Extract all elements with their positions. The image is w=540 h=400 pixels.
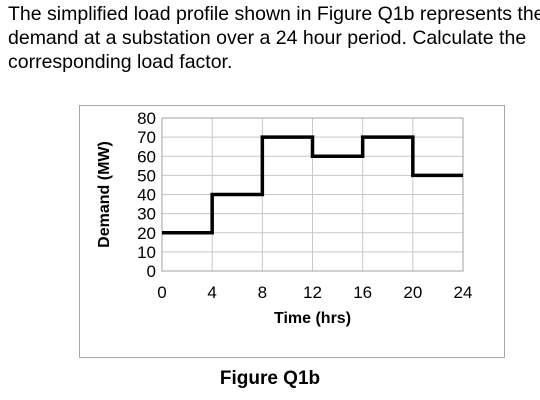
load-profile-step-line-0 — [162, 135, 463, 235]
y-tick-label-8: 80 — [137, 109, 156, 128]
y-tick-label-7: 70 — [137, 128, 156, 147]
y-tick-label-2: 20 — [137, 224, 156, 243]
x-tick-label-2: 8 — [258, 283, 267, 302]
x-tick-label-0: 0 — [157, 283, 166, 302]
x-tick-label-4: 16 — [353, 283, 372, 302]
x-tick-label-6: 24 — [454, 283, 473, 302]
y-tick-label-5: 50 — [137, 166, 156, 185]
y-axis-title: Demand (MW) — [96, 141, 113, 248]
y-tick-label-4: 40 — [137, 186, 156, 205]
question-line-3: corresponding load factor. — [8, 51, 233, 73]
x-tick-label-1: 4 — [207, 283, 216, 302]
figure-frame: 0 10 20 30 40 50 60 70 80 0 4 8 12 16 20 24 Time (hrs) De… — [79, 105, 505, 358]
y-tick-label-0: 0 — [147, 262, 156, 281]
y-tick-label-3: 30 — [137, 205, 156, 224]
x-tick-label-5: 20 — [403, 283, 422, 302]
question-line-2: demand at a substation over a 24 hour pe… — [8, 27, 527, 49]
question-text: The simplified load profile shown in Fig… — [8, 2, 540, 74]
y-tick-label-1: 10 — [137, 243, 156, 262]
figure-caption: Figure Q1b — [219, 368, 321, 389]
question-line-1: The simplified load profile shown in Fig… — [8, 3, 540, 25]
x-tick-label-3: 12 — [303, 283, 322, 302]
x-axis-title: Time (hrs) — [274, 310, 351, 327]
y-tick-label-6: 60 — [137, 147, 156, 166]
plot-area-border — [161, 117, 464, 272]
